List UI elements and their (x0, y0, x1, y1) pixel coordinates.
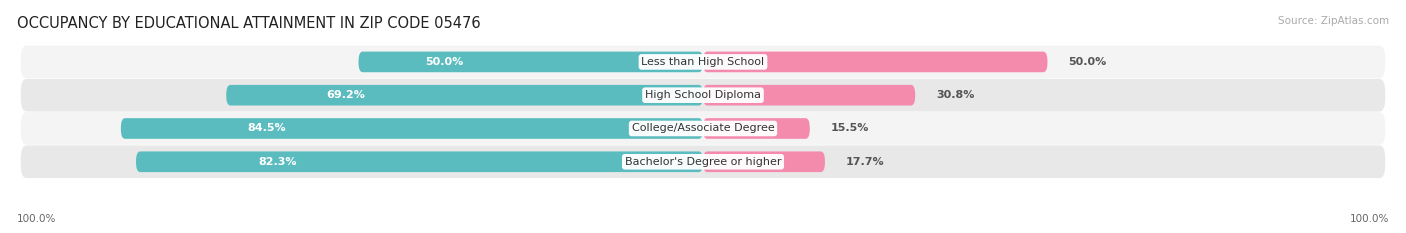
FancyBboxPatch shape (136, 151, 703, 172)
FancyBboxPatch shape (21, 79, 1385, 112)
FancyBboxPatch shape (121, 118, 703, 139)
FancyBboxPatch shape (703, 85, 915, 106)
FancyBboxPatch shape (21, 112, 1385, 145)
FancyBboxPatch shape (21, 46, 1385, 78)
FancyBboxPatch shape (226, 85, 703, 106)
Text: 50.0%: 50.0% (1069, 57, 1107, 67)
Text: 84.5%: 84.5% (247, 123, 285, 134)
FancyBboxPatch shape (703, 118, 810, 139)
Text: 15.5%: 15.5% (831, 123, 869, 134)
Text: 30.8%: 30.8% (936, 90, 974, 100)
Text: College/Associate Degree: College/Associate Degree (631, 123, 775, 134)
Text: 100.0%: 100.0% (1350, 214, 1389, 224)
Text: 50.0%: 50.0% (426, 57, 464, 67)
Text: Source: ZipAtlas.com: Source: ZipAtlas.com (1278, 16, 1389, 26)
Legend: Owner-occupied, Renter-occupied: Owner-occupied, Renter-occupied (575, 230, 831, 233)
Text: High School Diploma: High School Diploma (645, 90, 761, 100)
Text: 82.3%: 82.3% (259, 157, 297, 167)
FancyBboxPatch shape (359, 51, 703, 72)
Text: Bachelor's Degree or higher: Bachelor's Degree or higher (624, 157, 782, 167)
Text: 69.2%: 69.2% (326, 90, 366, 100)
FancyBboxPatch shape (703, 51, 1047, 72)
Text: Less than High School: Less than High School (641, 57, 765, 67)
FancyBboxPatch shape (21, 145, 1385, 178)
FancyBboxPatch shape (703, 151, 825, 172)
Text: 100.0%: 100.0% (17, 214, 56, 224)
Text: 17.7%: 17.7% (845, 157, 884, 167)
Text: OCCUPANCY BY EDUCATIONAL ATTAINMENT IN ZIP CODE 05476: OCCUPANCY BY EDUCATIONAL ATTAINMENT IN Z… (17, 16, 481, 31)
